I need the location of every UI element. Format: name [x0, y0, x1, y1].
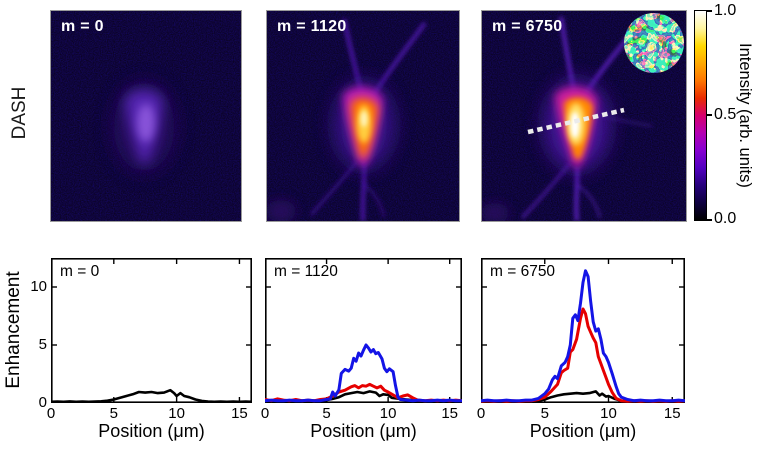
- x-tick-label: 5: [109, 405, 118, 422]
- plot-m6750: 0 5 10 15 m = 6750 Position (μm): [477, 258, 685, 448]
- x-tick-label: 15: [441, 405, 459, 422]
- image-label-m6750: m = 6750: [492, 18, 563, 35]
- plot-border: [51, 258, 252, 403]
- x-tick-label: 5: [540, 405, 549, 422]
- x-tick-labels: 0 5 10 15: [47, 405, 252, 423]
- microscopy-image-m0-canvas: [51, 11, 241, 221]
- plot-m0-canvas: [51, 258, 252, 403]
- y-tick-label: 0: [38, 394, 47, 411]
- y-tick-label: 10: [30, 278, 47, 295]
- x-tick-label: 0: [260, 405, 270, 422]
- colorbar-label-05: 0.5: [714, 106, 737, 123]
- x-tick-label: 15: [231, 405, 248, 422]
- image-label-m1120: m = 1120: [277, 18, 347, 35]
- colorbar-tick-mid: [707, 114, 712, 116]
- plot-border: [481, 258, 685, 403]
- microscopy-image-m6750-canvas: [482, 11, 686, 221]
- series-red-profile: [481, 307, 685, 403]
- microscopy-image-m6750: m = 6750: [481, 10, 687, 222]
- plot-m1120-canvas: [265, 258, 462, 403]
- intensity-colorbar: [694, 10, 707, 221]
- plot-m1120: 0 5 10 15 m = 1120 Position (μm): [261, 258, 462, 448]
- x-tick-label: 5: [322, 405, 331, 422]
- line-profile-dashed-marker: [527, 107, 625, 135]
- x-tick-label: 10: [600, 405, 617, 422]
- x-axis-title: Position (μm): [98, 421, 205, 441]
- x-tick-label: 15: [663, 405, 681, 422]
- x-axis-title: Position (μm): [310, 421, 417, 441]
- colorbar-tick-top: [707, 10, 712, 12]
- x-tick-label: 10: [379, 405, 397, 422]
- series-blue-profile: [265, 343, 462, 403]
- plot-annotation-m1120: m = 1120: [274, 263, 338, 280]
- y-tick-labels: 0 5 10: [25, 258, 47, 411]
- phase-mask-inset: [624, 13, 684, 73]
- y-axis-title: Enhancement: [3, 271, 24, 389]
- microscopy-image-m0: m = 0: [50, 10, 242, 222]
- row-label-dash: DASH: [9, 86, 30, 140]
- plot-m0: 0 5 10 0 5 10 15 m = 0 Position (μm): [30, 258, 252, 448]
- colorbar-axis-title: Intensity (arb. units): [736, 43, 754, 188]
- series-no-correction: [51, 388, 252, 403]
- x-tick-label: 0: [476, 405, 486, 422]
- x-tick-label: 0: [46, 405, 56, 422]
- plot-m6750-canvas: [481, 258, 685, 403]
- colorbar-tick-bottom: [707, 219, 712, 221]
- series-blue-profile: [481, 269, 685, 403]
- x-tick-labels: 0 5 10 15: [261, 405, 462, 423]
- colorbar-label-1: 1.0: [714, 2, 737, 19]
- x-tick-labels: 0 5 10 15: [477, 405, 685, 423]
- x-tick-label: 10: [168, 405, 185, 422]
- plot-border: [265, 258, 462, 403]
- colorbar-label-0: 0.0: [714, 210, 737, 227]
- microscopy-image-m1120-canvas: [267, 11, 459, 221]
- image-label-m0: m = 0: [61, 18, 104, 35]
- y-tick-label: 5: [38, 336, 47, 353]
- plot-annotation-m6750: m = 6750: [490, 263, 556, 280]
- plot-annotation-m0: m = 0: [60, 263, 100, 280]
- microscopy-image-m1120: m = 1120: [266, 10, 460, 222]
- x-axis-title: Position (μm): [529, 421, 637, 441]
